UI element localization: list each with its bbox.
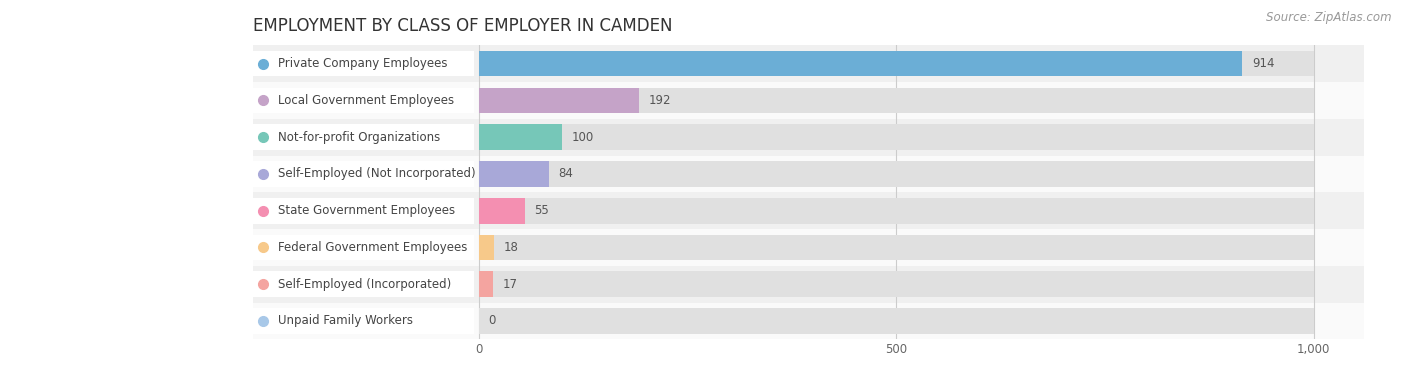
Bar [253, 124, 474, 150]
Text: 55: 55 [534, 204, 550, 217]
Bar [253, 161, 474, 187]
Bar [253, 266, 1364, 302]
Bar [478, 87, 1313, 113]
Bar [478, 234, 494, 260]
Bar [478, 87, 638, 113]
Bar [253, 51, 474, 77]
Bar [478, 124, 562, 150]
Text: Self-Employed (Incorporated): Self-Employed (Incorporated) [278, 278, 451, 291]
Bar [478, 234, 1313, 260]
Bar [478, 124, 1313, 150]
Text: 0: 0 [489, 314, 496, 327]
Text: Self-Employed (Not Incorporated): Self-Employed (Not Incorporated) [278, 167, 475, 180]
Text: Not-for-profit Organizations: Not-for-profit Organizations [278, 131, 440, 144]
Bar [253, 234, 474, 260]
Bar [253, 229, 1364, 266]
Text: State Government Employees: State Government Employees [278, 204, 456, 217]
Bar [253, 302, 1364, 339]
Text: 18: 18 [503, 241, 519, 254]
Bar [253, 87, 474, 113]
Bar [478, 161, 1313, 187]
Text: 914: 914 [1251, 57, 1274, 70]
Text: EMPLOYMENT BY CLASS OF EMPLOYER IN CAMDEN: EMPLOYMENT BY CLASS OF EMPLOYER IN CAMDE… [253, 17, 672, 35]
Bar [253, 82, 1364, 119]
Bar [478, 271, 1313, 297]
Bar [253, 192, 1364, 229]
Bar [478, 308, 1313, 334]
Bar [478, 198, 1313, 224]
Text: Local Government Employees: Local Government Employees [278, 94, 454, 107]
Text: 192: 192 [650, 94, 672, 107]
Bar [478, 271, 492, 297]
Bar [253, 156, 1364, 192]
Text: Federal Government Employees: Federal Government Employees [278, 241, 468, 254]
Bar [478, 51, 1313, 77]
Bar [253, 119, 1364, 156]
Text: 17: 17 [503, 278, 517, 291]
Text: 100: 100 [572, 131, 595, 144]
Bar [253, 198, 474, 224]
Text: Private Company Employees: Private Company Employees [278, 57, 447, 70]
Text: Unpaid Family Workers: Unpaid Family Workers [278, 314, 413, 327]
Bar [478, 51, 1241, 77]
Bar [478, 161, 548, 187]
Text: Source: ZipAtlas.com: Source: ZipAtlas.com [1267, 11, 1392, 24]
Text: 84: 84 [558, 167, 574, 180]
Bar [253, 45, 1364, 82]
Bar [253, 308, 474, 334]
Bar [478, 198, 524, 224]
Bar [253, 271, 474, 297]
